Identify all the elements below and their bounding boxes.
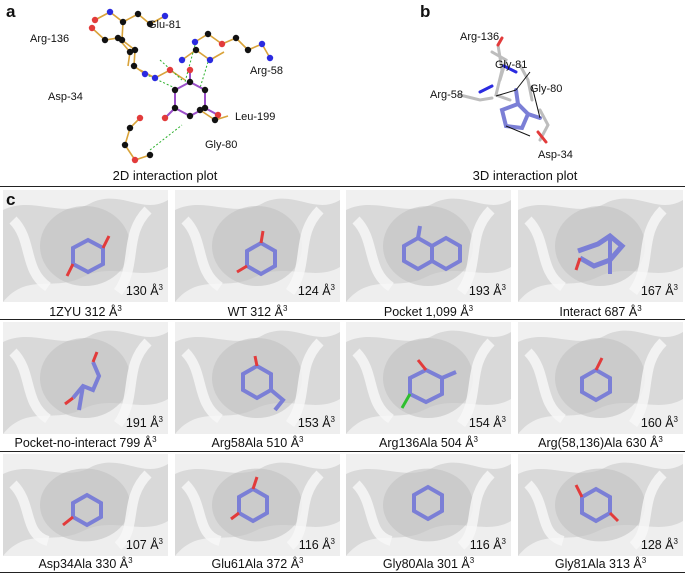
residue-label-gly80-3d: Gly-80 [530,83,562,95]
hbond-lines [144,44,209,151]
interaction-plot-3d: Arg-136 Gly-81 Gly-80 Arg-58 Asp-34 [430,31,573,161]
atoms [88,8,274,164]
divider-bottom [0,572,685,573]
pocket-tile: 191 Å3 [3,322,168,434]
pocket-surface-image [3,190,168,302]
residue-label-gly81-3d: Gly-81 [495,59,527,71]
panel-a-label: a [6,2,16,21]
pocket-tile: 107 Å3 [3,454,168,556]
residue-label-arg136-3d: Arg-136 [460,31,499,43]
pocket-surface-image [518,190,683,302]
pocket-tile-caption: Arg136Ala 504 Å3 [379,435,478,451]
ligand-structure [236,230,277,277]
pocket-tile-caption: Asp34Ala 330 Å3 [38,556,133,572]
pocket-surface-image [346,454,511,556]
pocket-tile: 124 Å3 [175,190,340,302]
pocket-surface-image [346,190,511,302]
pocket-tile: 116 Å3 [346,454,511,556]
pocket-surface-image [518,454,683,556]
ligand-3d [499,88,542,131]
pocket-surface-image [175,322,340,434]
pocket-tile-caption: Interact 687 Å3 [559,304,642,320]
pocket-surface-image [3,322,168,434]
ligand-structure [574,484,620,524]
ligand-structure [62,492,103,528]
pocket-volume-label: 116 Å3 [469,536,506,552]
pocket-volume-label: 153 Å3 [297,414,335,430]
pocket-volume-label: 160 Å3 [640,414,678,430]
pocket-surface-image [346,322,511,434]
pocket-volume-label: 116 Å3 [298,536,335,552]
residue-label-arg136: Arg-136 [30,33,69,45]
pocket-tile-caption: Arg(58,136)Ala 630 Å3 [538,435,663,451]
panel-b-label: b [420,2,431,21]
pocket-tile: 154 Å3 [346,322,511,434]
pocket-tile-caption: Gly80Ala 301 Å3 [382,556,475,572]
divider-row1 [0,319,685,320]
panel-a-caption: 2D interaction plot [112,168,218,183]
pocket-tile-caption: Arg58Ala 510 Å3 [211,435,304,451]
pocket-volume-label: 193 Å3 [468,282,506,298]
ligand-structure [402,225,462,272]
ligand-ring [164,70,219,119]
divider-row2 [0,451,685,452]
pocket-tile-caption: Gly81Ala 313 Å3 [554,556,647,572]
pocket-tile-caption: Pocket 1,099 Å3 [383,304,474,320]
ligand-structure [574,232,626,274]
residue-label-gly80: Gly-80 [205,139,237,151]
residue-label-leu199: Leu-199 [235,111,275,123]
ligand-structure [230,476,269,524]
pocket-volume-label: 130 Å3 [125,282,163,298]
pocket-volume-label: 154 Å3 [468,414,506,430]
ligand-structure [241,355,286,412]
ligand-structure [64,351,102,411]
pocket-surface-image [518,322,683,434]
interaction-plot-2d: Glu-81 Arg-136 Arg-58 Asp-34 Leu-199 Gly… [30,8,283,164]
pocket-surface-image [175,190,340,302]
pocket-tile: 167 Å3 [518,190,683,302]
pocket-tile-caption: Glu61Ala 372 Å3 [211,556,304,572]
pocket-tile-caption: WT 312 Å3 [227,304,288,320]
pocket-tile-caption: 1ZYU 312 Å3 [49,304,122,320]
residue-label-arg58-3d: Arg-58 [430,89,463,101]
pocket-volume-label: 124 Å3 [297,282,335,298]
ligand-structure [412,484,444,522]
pocket-tile: 116 Å3 [175,454,340,556]
pocket-tile: 160 Å3 [518,322,683,434]
pocket-volume-label: 128 Å3 [640,536,678,552]
pocket-tile: 153 Å3 [175,322,340,434]
pocket-tile: 193 Å3 [346,190,511,302]
ligand-structure [400,359,457,409]
residue-label-glu81: Glu-81 [148,19,181,31]
pocket-tile: 130 Å3 [3,190,168,302]
pocket-volume-label: 191 Å3 [125,414,163,430]
divider-top [0,186,685,187]
pocket-volume-label: 167 Å3 [640,282,678,298]
panel-b-caption: 3D interaction plot [472,168,578,183]
pocket-surface-image [3,454,168,556]
pocket-surface-image [175,454,340,556]
panel-c-label: c [6,190,16,209]
pocket-volume-label: 107 Å3 [125,536,163,552]
residue-label-arg58: Arg-58 [250,65,283,77]
ligand-structure [580,357,612,403]
pocket-tile-caption: Pocket-no-interact 799 Å3 [14,435,157,451]
residue-label-asp34-3d: Asp-34 [538,149,573,161]
residue-label-asp34: Asp-34 [48,91,83,103]
pocket-tile: 128 Å3 [518,454,683,556]
ligand-structure [65,235,111,277]
